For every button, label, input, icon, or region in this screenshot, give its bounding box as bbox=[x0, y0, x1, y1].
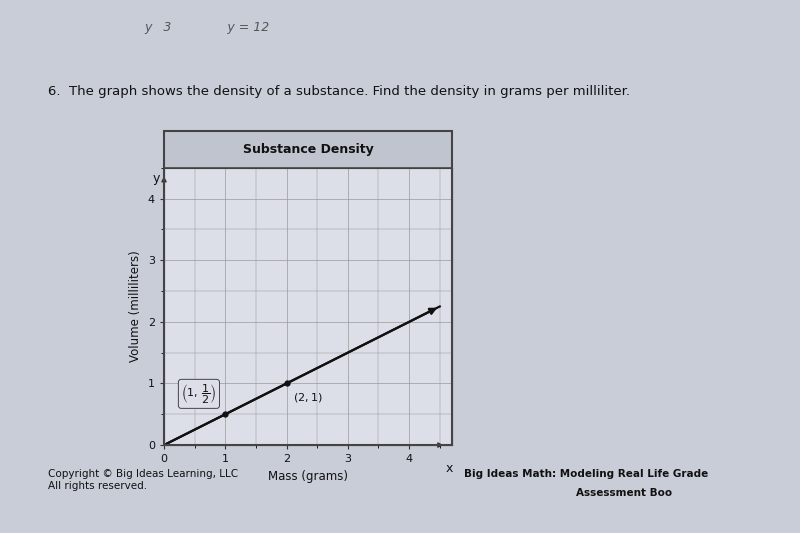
Text: Big Ideas Math: Modeling Real Life Grade: Big Ideas Math: Modeling Real Life Grade bbox=[464, 469, 708, 479]
Text: y: y bbox=[152, 173, 160, 185]
Text: $(2, 1)$: $(2, 1)$ bbox=[293, 391, 322, 404]
Text: x: x bbox=[446, 462, 453, 475]
Text: Substance Density: Substance Density bbox=[242, 143, 374, 156]
Text: 6.  The graph shows the density of a substance. Find the density in grams per mi: 6. The graph shows the density of a subs… bbox=[48, 85, 630, 98]
X-axis label: Mass (grams): Mass (grams) bbox=[268, 470, 348, 483]
Text: $\left(1,\,\dfrac{1}{2}\right)$: $\left(1,\,\dfrac{1}{2}\right)$ bbox=[181, 382, 217, 406]
Text: Assessment Boo: Assessment Boo bbox=[576, 488, 672, 498]
Text: y   3              y = 12: y 3 y = 12 bbox=[144, 21, 270, 34]
Text: Copyright © Big Ideas Learning, LLC
All rights reserved.: Copyright © Big Ideas Learning, LLC All … bbox=[48, 469, 238, 491]
Y-axis label: Volume (milliliters): Volume (milliliters) bbox=[130, 251, 142, 362]
